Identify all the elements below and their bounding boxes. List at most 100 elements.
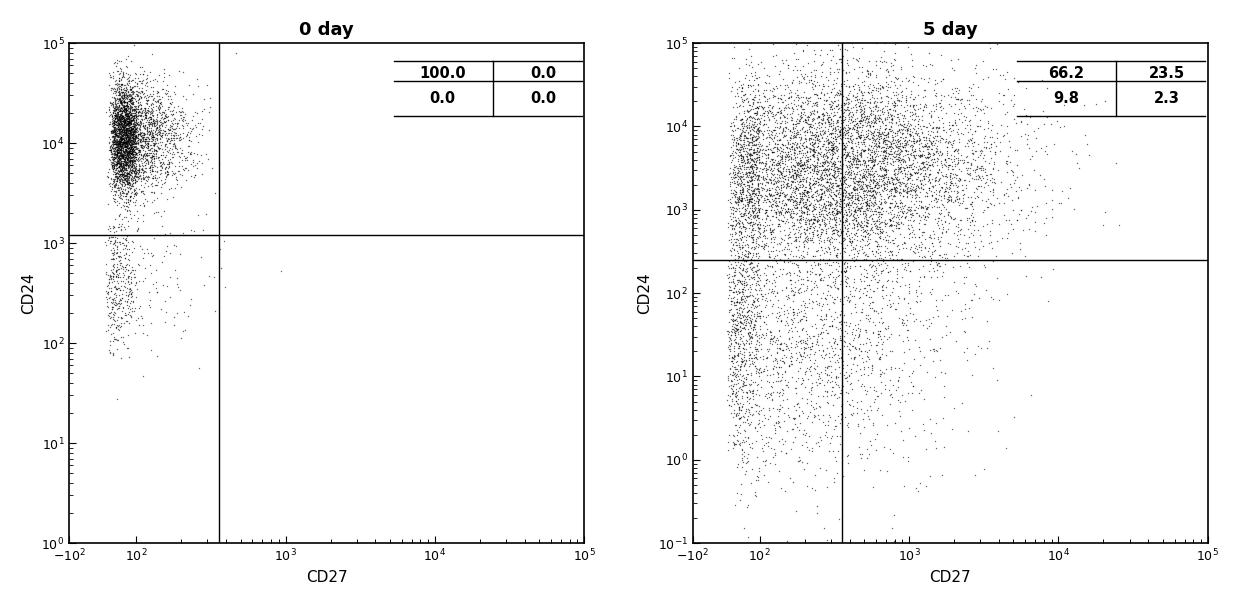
Point	[815, 244, 835, 253]
Point	[950, 174, 970, 184]
Point	[720, 364, 740, 373]
Point	[932, 160, 952, 170]
Point	[724, 191, 744, 201]
Point	[109, 148, 129, 158]
Point	[940, 211, 960, 221]
Point	[126, 101, 146, 111]
Point	[114, 150, 134, 160]
Point	[117, 79, 136, 89]
Point	[820, 356, 839, 365]
Point	[816, 107, 836, 117]
Point	[107, 147, 126, 156]
Point	[120, 118, 140, 128]
Point	[745, 90, 765, 100]
Point	[909, 135, 929, 144]
Point	[794, 150, 813, 160]
Point	[115, 139, 135, 148]
Point	[128, 171, 148, 181]
Point	[764, 33, 784, 43]
Point	[107, 142, 126, 152]
Point	[892, 86, 911, 96]
Point	[864, 251, 884, 261]
Point	[192, 159, 212, 168]
Point	[836, 265, 856, 275]
Point	[879, 444, 899, 454]
Point	[751, 285, 771, 295]
Point	[107, 110, 126, 119]
Point	[110, 105, 130, 115]
Point	[965, 220, 985, 230]
Point	[109, 81, 129, 91]
Point	[849, 176, 869, 186]
Point	[159, 164, 179, 173]
Point	[117, 131, 136, 141]
Point	[763, 211, 782, 221]
Point	[108, 276, 128, 286]
Point	[830, 138, 849, 148]
Point	[732, 247, 751, 257]
Point	[873, 106, 893, 116]
Point	[763, 377, 782, 387]
Point	[816, 144, 836, 153]
Point	[738, 184, 758, 194]
Point	[945, 116, 965, 125]
Point	[866, 181, 885, 190]
Point	[812, 185, 832, 195]
Point	[932, 148, 952, 158]
Point	[748, 364, 768, 374]
Point	[753, 103, 773, 113]
Point	[758, 171, 777, 181]
Point	[782, 176, 802, 185]
Point	[755, 456, 775, 466]
Point	[743, 102, 763, 112]
Point	[108, 190, 128, 200]
Point	[932, 252, 952, 262]
Point	[724, 244, 744, 254]
Point	[843, 185, 863, 195]
Point	[773, 128, 792, 138]
Point	[791, 228, 811, 238]
Point	[161, 128, 181, 138]
Point	[844, 204, 864, 214]
Point	[888, 137, 908, 147]
Point	[117, 151, 136, 161]
Point	[804, 150, 823, 159]
Point	[118, 202, 138, 211]
Point	[108, 79, 128, 89]
Point	[120, 283, 140, 293]
Point	[898, 261, 918, 270]
Point	[781, 285, 801, 295]
Point	[113, 142, 133, 152]
Point	[904, 179, 924, 188]
Point	[848, 192, 868, 202]
Point	[110, 79, 130, 89]
Point	[724, 160, 744, 170]
Point	[140, 167, 160, 176]
Point	[849, 118, 869, 128]
Point	[727, 396, 746, 405]
Point	[114, 125, 134, 135]
Point	[898, 119, 918, 128]
Point	[135, 104, 155, 114]
Point	[112, 75, 131, 84]
Point	[115, 138, 135, 147]
Point	[870, 165, 890, 175]
Point	[114, 137, 134, 147]
Point	[823, 165, 843, 175]
Point	[120, 138, 140, 148]
Point	[811, 195, 831, 204]
Point	[722, 296, 742, 306]
Point	[869, 29, 889, 39]
Point	[880, 124, 900, 134]
Point	[826, 371, 846, 381]
Point	[113, 145, 133, 155]
Point	[115, 116, 135, 126]
Point	[889, 219, 909, 229]
Point	[756, 319, 776, 328]
Point	[119, 115, 139, 124]
Point	[105, 102, 125, 112]
Point	[745, 171, 765, 181]
Point	[125, 107, 145, 117]
Point	[143, 119, 162, 128]
Point	[833, 115, 853, 125]
